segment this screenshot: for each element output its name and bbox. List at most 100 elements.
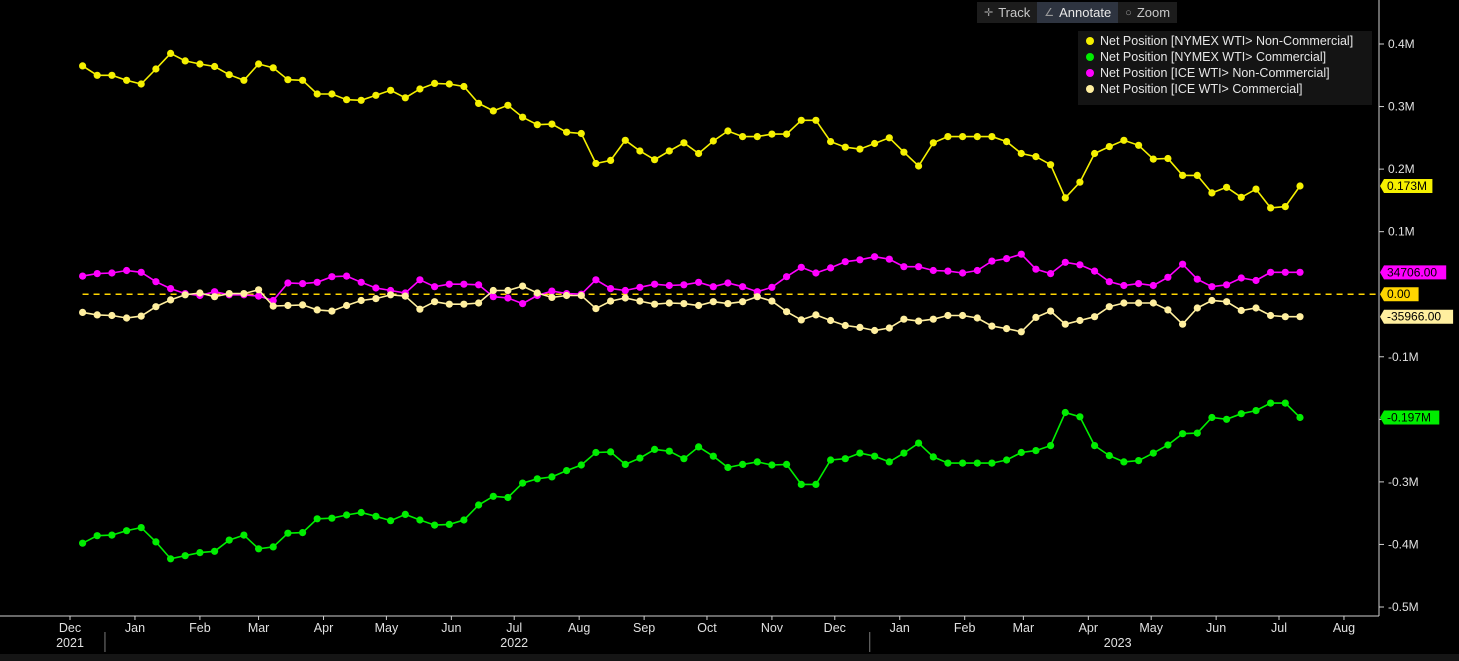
x-tick-label: Jun	[441, 621, 461, 635]
crosshair-icon: ✛	[984, 7, 994, 19]
data-point	[255, 286, 263, 294]
data-point	[416, 85, 424, 93]
data-point	[1061, 408, 1069, 417]
data-point	[636, 283, 644, 291]
series-group	[79, 282, 1304, 336]
data-point	[1208, 189, 1216, 197]
data-point	[475, 299, 483, 307]
x-tick-label: Feb	[189, 621, 211, 635]
data-point	[621, 136, 629, 144]
data-point	[841, 321, 849, 330]
data-point	[1047, 161, 1055, 169]
data-point	[211, 293, 219, 301]
data-point	[269, 543, 277, 551]
data-point	[1208, 283, 1216, 291]
data-point	[475, 99, 483, 107]
x-tick-label: May	[1139, 621, 1163, 635]
legend-entry[interactable]: Net Position [ICE WTI> Non-Commercial]	[1078, 65, 1372, 81]
track-label: Track	[998, 5, 1031, 20]
data-point	[929, 139, 937, 147]
track-button[interactable]: ✛ Track	[977, 2, 1037, 23]
data-point	[680, 300, 688, 308]
data-point	[841, 143, 849, 151]
data-point	[1208, 413, 1216, 422]
x-tick-label: Mar	[1013, 621, 1035, 635]
data-point	[973, 266, 981, 275]
data-point	[93, 532, 101, 540]
data-point	[519, 113, 527, 121]
data-point	[900, 449, 908, 457]
data-point	[768, 461, 776, 469]
data-point	[93, 311, 101, 319]
data-point	[1267, 204, 1275, 212]
data-point	[1091, 313, 1099, 321]
data-point	[504, 294, 512, 302]
data-point	[328, 514, 336, 522]
data-point	[1076, 261, 1084, 269]
data-point	[328, 90, 336, 98]
data-point	[387, 86, 395, 94]
data-point	[1061, 258, 1069, 266]
data-point	[328, 273, 336, 281]
legend-entry[interactable]: Net Position [NYMEX WTI> Non-Commercial]	[1078, 33, 1372, 49]
data-point	[1076, 316, 1084, 325]
data-point	[739, 283, 747, 291]
data-point	[357, 296, 365, 305]
data-point	[944, 267, 952, 275]
data-point	[988, 133, 996, 141]
data-point	[959, 311, 967, 320]
last-value-tags: 0.00 0.173M -0.197M 34706.00 -35966.00	[1380, 179, 1454, 425]
zoom-button[interactable]: ○ Zoom	[1118, 2, 1177, 23]
y-tick-label: -0.5M	[1388, 600, 1419, 614]
data-point	[1120, 136, 1128, 144]
data-point	[1296, 182, 1304, 190]
data-point	[1091, 267, 1099, 275]
data-point	[1252, 304, 1260, 312]
data-point	[827, 456, 835, 464]
data-point	[856, 145, 864, 153]
legend-marker-icon	[1086, 37, 1094, 45]
data-point	[269, 296, 277, 305]
data-point	[1281, 399, 1289, 407]
value-tag-box	[1380, 309, 1454, 324]
value-tag-label: 34706.00	[1387, 265, 1437, 279]
data-point	[313, 278, 321, 286]
series-group	[79, 399, 1304, 563]
data-point	[313, 515, 321, 523]
data-point	[504, 493, 512, 502]
data-point	[489, 293, 497, 301]
data-point	[1193, 171, 1201, 179]
data-point	[299, 280, 307, 288]
x-year-label: 2023	[1104, 636, 1132, 650]
x-tick-label: Sep	[633, 621, 655, 635]
data-point	[915, 439, 923, 447]
data-point	[651, 300, 659, 308]
x-tick-label: Jan	[890, 621, 910, 635]
data-point	[123, 527, 131, 535]
data-point	[1296, 268, 1304, 276]
value-tag-label: -35966.00	[1387, 310, 1441, 324]
data-point	[343, 301, 351, 310]
data-point	[665, 299, 673, 307]
legend-entry[interactable]: Net Position [ICE WTI> Commercial]	[1078, 81, 1372, 97]
data-point	[871, 326, 879, 335]
series-group	[79, 250, 1304, 308]
data-point	[167, 49, 175, 58]
data-point	[1223, 281, 1231, 289]
data-point	[108, 531, 116, 539]
data-point	[79, 539, 87, 547]
x-tick-label: Dec	[824, 621, 846, 635]
data-point	[152, 538, 160, 546]
legend-entry[interactable]: Net Position [NYMEX WTI> Commercial]	[1078, 49, 1372, 65]
data-point	[343, 272, 351, 280]
data-point	[929, 266, 937, 275]
data-point	[181, 291, 189, 299]
data-point	[915, 263, 923, 271]
annotate-label: Annotate	[1059, 5, 1112, 20]
annotate-button[interactable]: ∠ Annotate	[1037, 2, 1119, 23]
value-tag: 0.00	[1380, 287, 1419, 302]
data-point	[269, 64, 277, 72]
data-point	[1296, 313, 1304, 321]
x-tick-label: Jul	[506, 621, 522, 635]
